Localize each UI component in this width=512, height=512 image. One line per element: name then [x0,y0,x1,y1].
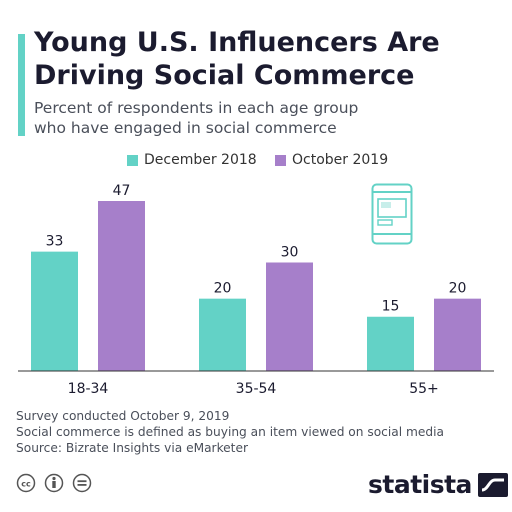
legend-label-october-2019: October 2019 [292,152,389,168]
statista-logo-icon [477,472,508,497]
smartphone-icon [371,183,413,245]
legend-swatch-october-2019 [275,154,286,166]
title-line-2: Driving Social Commerce [34,60,415,91]
data-label-18-34-october-2019: 47 [113,183,131,199]
legend-item-december-2018: December 2018 [127,152,257,168]
category-label-55+: 55+ [409,381,439,397]
bar-35-54-october-2019 [266,262,313,371]
data-label-35-54-october-2019: 30 [281,244,299,260]
bar-18-34-october-2019 [98,201,145,371]
footer-definition-note: Social commerce is defined as buying an … [16,425,444,439]
brand-name: statista [368,470,472,499]
chart-legend: December 2018 October 2019 [0,152,512,172]
no-derivatives-icon [72,473,92,493]
legend-label-december-2018: December 2018 [144,152,257,168]
subtitle-line-2: who have engaged in social commerce [34,119,337,137]
creative-commons-icon: cc [16,473,36,493]
subtitle-line-1: Percent of respondents in each age group [34,99,359,117]
bar-35-54-december-2018 [199,298,246,371]
category-label-18-34: 18-34 [68,381,109,397]
chart-title: Young U.S. Influencers Are Driving Socia… [34,26,474,92]
bar-55+-december-2018 [367,316,414,371]
title-accent-bar [18,34,25,136]
data-label-18-34-december-2018: 33 [46,234,64,250]
data-label-35-54-december-2018: 20 [214,281,232,297]
bar-55+-october-2019 [434,298,481,371]
bar-18-34-december-2018 [31,251,78,371]
attribution-icon [44,473,64,493]
svg-text:cc: cc [21,480,31,489]
brand[interactable]: statista [368,470,508,499]
title-line-1: Young U.S. Influencers Are [34,27,440,58]
data-label-55+-december-2018: 15 [382,299,400,315]
chart-footer: Survey conducted October 9, 2019 Social … [16,408,496,456]
footer-survey-note: Survey conducted October 9, 2019 [16,409,230,423]
legend-item-october-2019: October 2019 [275,152,388,168]
category-label-35-54: 35-54 [236,381,277,397]
bar-chart: 33 47 18-34 20 30 35-54 15 20 55+ [18,183,494,397]
data-label-55+-october-2019: 20 [449,281,467,297]
legend-swatch-december-2018 [127,154,138,166]
license-icons: cc [16,473,92,493]
footer-source: Source: Bizrate Insights via eMarketer [16,441,248,455]
chart-subtitle: Percent of respondents in each age group… [34,98,474,138]
